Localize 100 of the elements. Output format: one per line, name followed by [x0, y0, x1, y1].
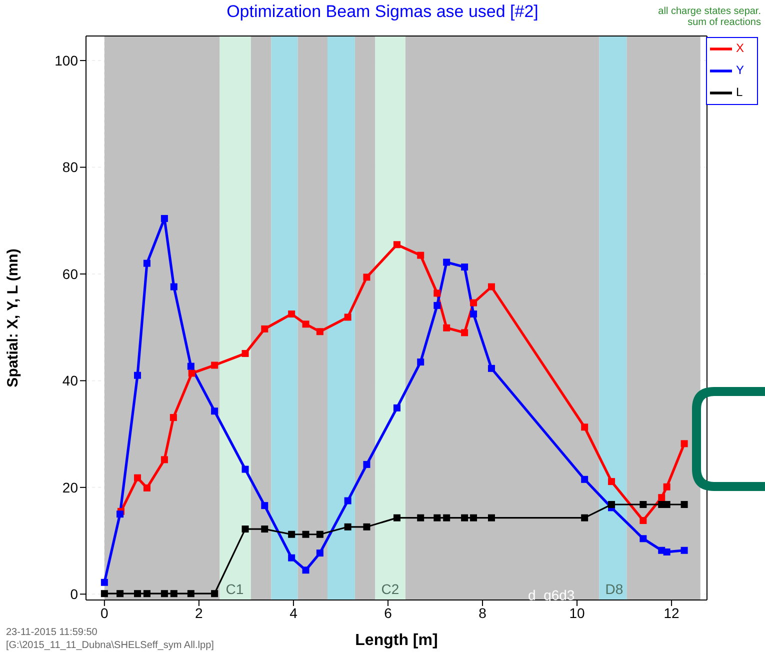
point [363, 460, 370, 468]
point [608, 500, 616, 508]
point [680, 546, 688, 554]
point [134, 372, 142, 379]
point [288, 530, 296, 538]
point [187, 590, 194, 598]
point [261, 526, 268, 533]
point [393, 404, 400, 412]
point [211, 590, 218, 598]
x-tick-label: 12 [664, 604, 680, 621]
x-axis-title: Length [m] [355, 632, 438, 649]
point [581, 424, 588, 431]
point [658, 494, 666, 502]
point [434, 290, 441, 297]
point [302, 566, 310, 574]
point [100, 578, 108, 586]
x-tick-label: 2 [195, 604, 204, 621]
point [143, 260, 150, 267]
band-label: C1 [226, 581, 244, 597]
point [434, 302, 441, 309]
point [461, 514, 468, 522]
point [316, 530, 324, 538]
point [443, 258, 450, 266]
point [160, 214, 168, 222]
point [680, 440, 688, 448]
y-axis-title: Spatial: X, Y, L (mn) [4, 248, 22, 388]
point [242, 466, 249, 473]
point [316, 550, 324, 557]
point [470, 299, 478, 306]
point [363, 274, 370, 281]
point [160, 590, 168, 598]
point [302, 530, 310, 538]
text: [G:\2015_11_11_Dubna\SHELSeff_sym All.lpp] [6, 639, 214, 652]
point [470, 310, 478, 318]
point [417, 514, 424, 522]
legend-label: Y [736, 63, 744, 78]
point [640, 500, 647, 508]
text: sum of reactions [686, 17, 761, 28]
point [640, 535, 647, 542]
band-label: D8 [605, 581, 624, 597]
point [443, 514, 450, 522]
point [143, 484, 150, 492]
point [170, 590, 178, 598]
point [470, 514, 478, 522]
point [242, 350, 249, 357]
text: all charge states separ. [658, 6, 761, 17]
point [344, 314, 352, 321]
point [160, 456, 168, 464]
point [680, 500, 688, 508]
y-tick-label: 100 [54, 52, 78, 69]
point [581, 476, 588, 483]
point [143, 590, 150, 598]
point [211, 362, 218, 369]
point [316, 328, 324, 336]
point [116, 510, 124, 518]
y-tick-label: 20 [62, 479, 78, 496]
point [393, 241, 400, 248]
point [581, 514, 588, 522]
legend-label: X [736, 41, 744, 56]
point [434, 514, 441, 522]
point [288, 310, 296, 318]
point [261, 325, 268, 332]
point [663, 500, 670, 508]
point [417, 358, 424, 366]
point [170, 414, 177, 422]
point [461, 329, 468, 336]
point [488, 514, 495, 522]
point [242, 526, 249, 533]
point [288, 554, 296, 562]
point [261, 502, 268, 510]
legend-label: L [736, 85, 743, 100]
x-tick-label: 6 [384, 604, 392, 621]
point [170, 283, 178, 290]
point [134, 590, 142, 598]
point [188, 370, 196, 377]
point [344, 497, 352, 504]
point [663, 483, 670, 490]
point [461, 264, 468, 271]
x-tick-label: 0 [100, 604, 109, 621]
point [302, 320, 310, 328]
point [134, 474, 142, 482]
point [187, 362, 194, 370]
y-tick-label: 60 [62, 266, 78, 282]
point [100, 590, 108, 598]
point [663, 548, 670, 556]
text: 23-11-2015 11:59:50 [6, 626, 98, 639]
y-tick-label: 0 [70, 586, 78, 602]
point [211, 408, 218, 415]
y-tick-label: 80 [62, 159, 78, 176]
x-tick-label: 4 [290, 604, 298, 621]
point [417, 252, 424, 259]
point [488, 283, 495, 290]
point [608, 478, 616, 486]
point [640, 516, 647, 524]
point [488, 364, 495, 372]
point [116, 590, 124, 598]
x-tick-label: 8 [478, 604, 487, 621]
band-label: C2 [381, 581, 400, 597]
y-tick-label: 40 [62, 372, 78, 389]
chart-title: Optimization Beam Sigmas ase used [#2] [226, 2, 538, 21]
